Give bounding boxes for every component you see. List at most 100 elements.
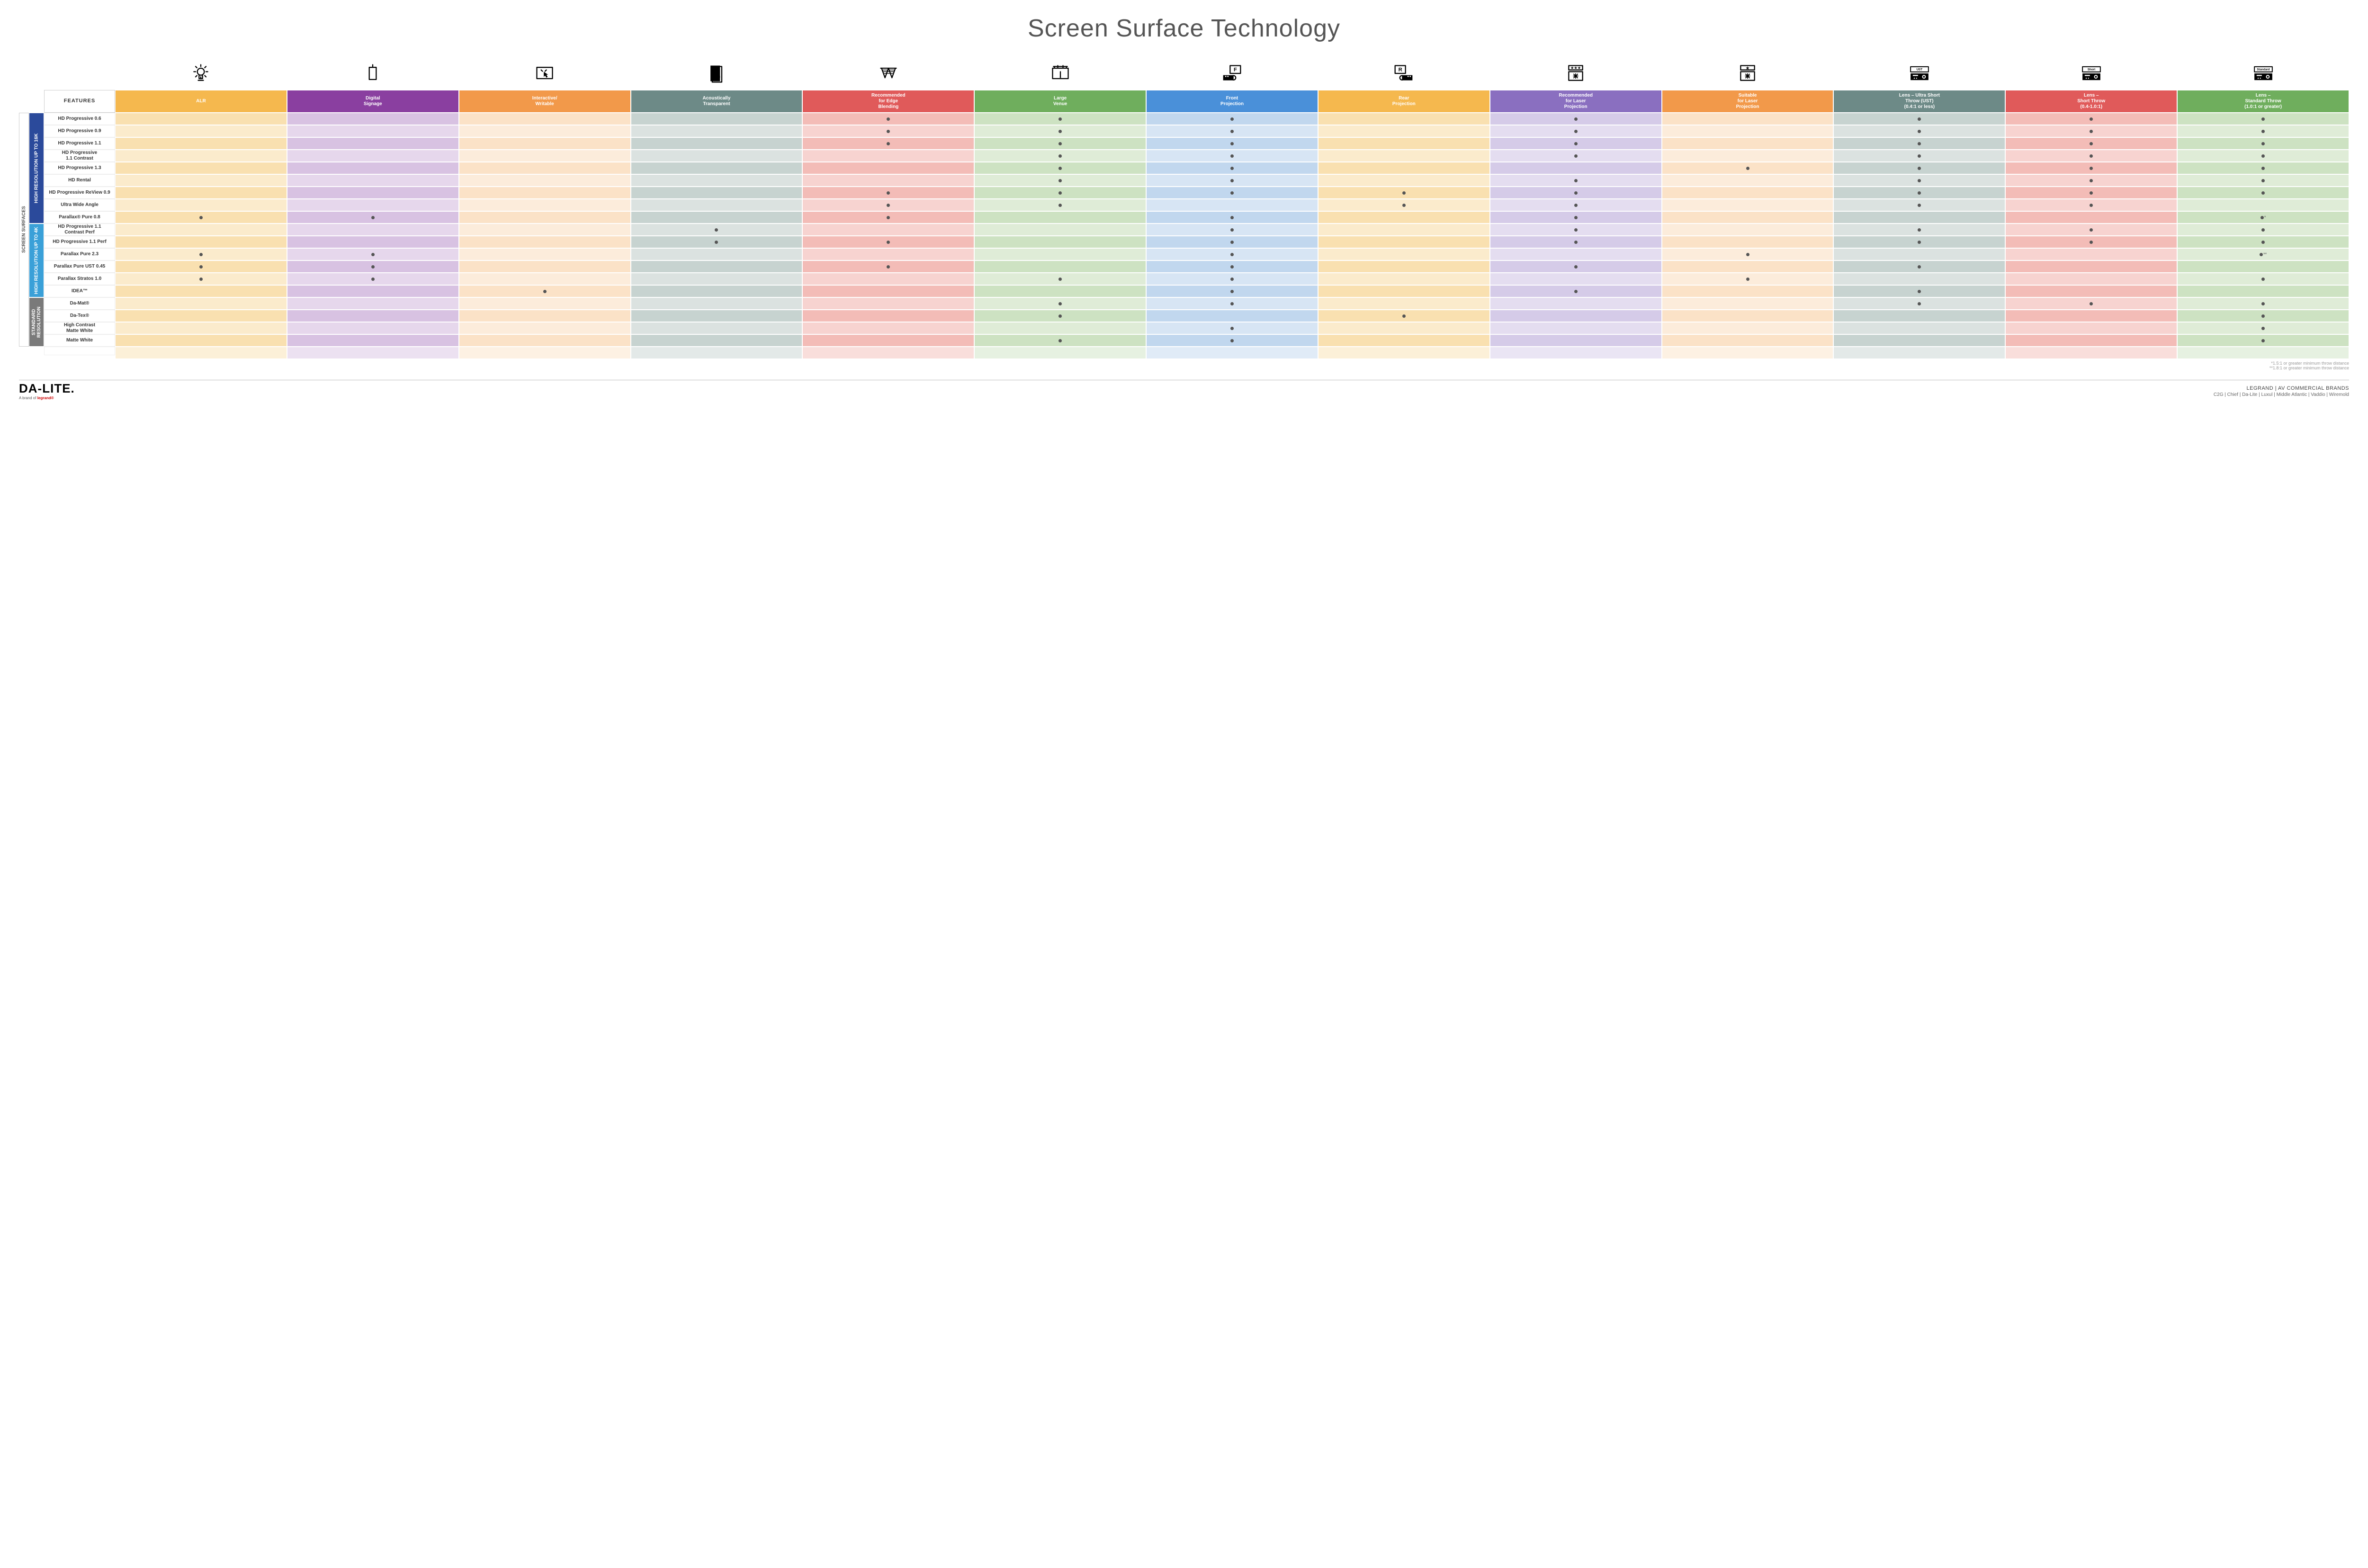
cell — [2005, 199, 2177, 211]
cell — [2177, 297, 2349, 310]
cell — [287, 199, 459, 211]
cell — [2005, 297, 2177, 310]
cell: * — [2177, 211, 2349, 224]
row-label: Matte White — [44, 334, 115, 347]
cell — [631, 334, 803, 347]
cell — [1318, 273, 1490, 285]
cell — [1833, 150, 2005, 162]
cell — [1833, 199, 2005, 211]
cell — [2177, 162, 2349, 174]
cell — [1318, 137, 1490, 150]
spacer-cell — [115, 347, 287, 359]
cell — [1146, 113, 1318, 125]
cell — [2177, 125, 2349, 137]
acoustic-icon — [631, 57, 803, 90]
cell — [1490, 113, 1662, 125]
cell — [459, 310, 631, 322]
cell — [115, 310, 287, 322]
cell — [1490, 285, 1662, 297]
cell — [802, 224, 974, 236]
cell — [1833, 187, 2005, 199]
cell — [1662, 162, 1834, 174]
cell — [802, 297, 974, 310]
cell — [1662, 224, 1834, 236]
row-label: Parallax Pure 2.3 — [44, 248, 115, 260]
cell — [1490, 211, 1662, 224]
cell — [1662, 285, 1834, 297]
cell — [974, 199, 1146, 211]
cell — [802, 273, 974, 285]
suitlaser-icon: ★ — [1662, 57, 1834, 90]
cell — [631, 162, 803, 174]
cell — [459, 113, 631, 125]
rear-icon: R — [1318, 57, 1490, 90]
row-label: HD Progressive 0.6 — [44, 113, 115, 125]
footer: DA-LITE. A brand of legrand® LEGRAND | A… — [19, 380, 2349, 400]
cell — [287, 125, 459, 137]
cell — [287, 211, 459, 224]
cell — [1318, 187, 1490, 199]
cell — [631, 224, 803, 236]
row-label: Da-Mat® — [44, 297, 115, 310]
header-ust: Lens – Ultra Short Throw (UST) (0.4:1 or… — [1833, 90, 2005, 113]
cell — [115, 113, 287, 125]
cell — [459, 162, 631, 174]
spacer-cell — [802, 347, 974, 359]
cell — [459, 322, 631, 334]
cell — [974, 125, 1146, 137]
cell — [1662, 113, 1834, 125]
cell — [1490, 236, 1662, 248]
cell — [1318, 285, 1490, 297]
cell — [802, 310, 974, 322]
cell — [2177, 236, 2349, 248]
header-acoustic: Acoustically Transparent — [631, 90, 803, 113]
spacer-cell — [44, 347, 115, 355]
cell — [802, 236, 974, 248]
cell — [1318, 174, 1490, 187]
row-label: HD Rental — [44, 174, 115, 187]
cell — [287, 162, 459, 174]
cell — [2005, 187, 2177, 199]
cell — [2177, 199, 2349, 211]
cell — [631, 310, 803, 322]
cell — [631, 113, 803, 125]
header-features: FEATURES — [44, 90, 115, 113]
cell — [1146, 273, 1318, 285]
cell — [287, 113, 459, 125]
cell — [2005, 248, 2177, 260]
cell — [1318, 199, 1490, 211]
cell — [115, 162, 287, 174]
cell — [1833, 174, 2005, 187]
cell — [1662, 322, 1834, 334]
cell — [2177, 113, 2349, 125]
cell — [459, 224, 631, 236]
cell — [974, 174, 1146, 187]
spacer-cell — [631, 347, 803, 359]
outer-group-label: SCREEN SURFACES — [19, 113, 29, 347]
cell — [115, 334, 287, 347]
cell — [1490, 273, 1662, 285]
cell — [115, 150, 287, 162]
cell — [1490, 162, 1662, 174]
cell — [1833, 224, 2005, 236]
group-label-hr16k: HIGH RESOLUTION UP TO 16K — [29, 113, 44, 224]
spacer-cell — [1146, 347, 1318, 359]
brand-sub-prefix: A brand of — [19, 396, 37, 400]
cell — [115, 322, 287, 334]
header-front: Front Projection — [1146, 90, 1318, 113]
cell — [1833, 162, 2005, 174]
cell — [1318, 150, 1490, 162]
large-icon — [974, 57, 1146, 90]
cell — [287, 334, 459, 347]
group-label-hr4k: HIGH RESOLUTION UP TO 4K — [29, 224, 44, 297]
row-label: Parallax Stratos 1.0 — [44, 273, 115, 285]
cell — [1490, 187, 1662, 199]
cell — [1490, 199, 1662, 211]
cell — [1833, 260, 2005, 273]
cell — [2005, 174, 2177, 187]
cell — [2177, 260, 2349, 273]
chart-wrap: SCREEN SURFACESHIGH RESOLUTION UP TO 16K… — [19, 57, 2349, 359]
svg-text:F: F — [1234, 67, 1237, 72]
cell — [2177, 285, 2349, 297]
cell — [974, 297, 1146, 310]
